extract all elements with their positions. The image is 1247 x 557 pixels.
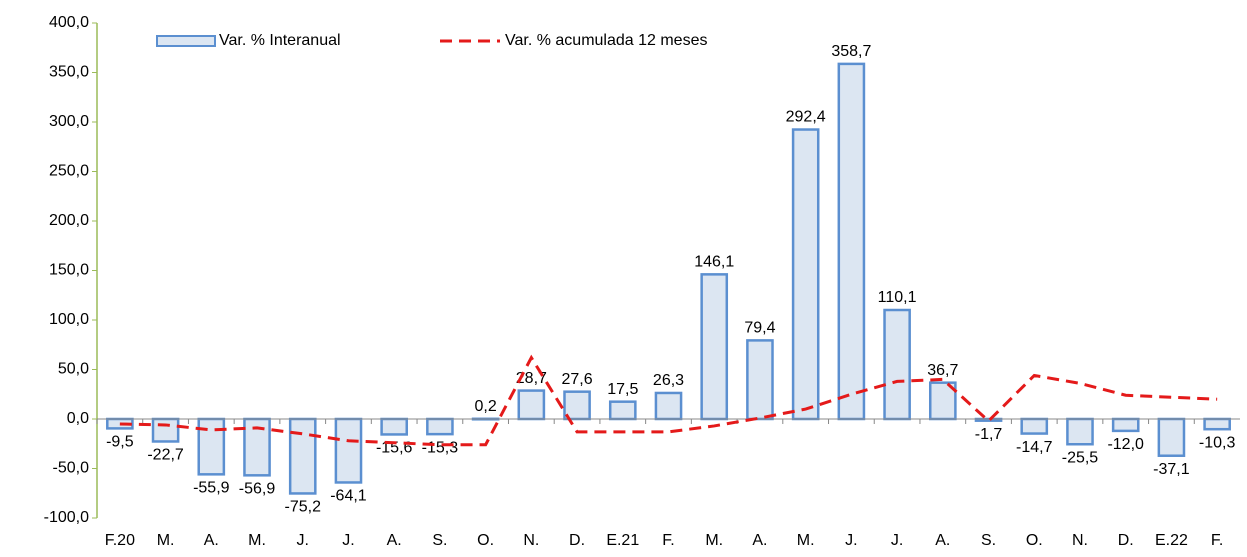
- legend-swatch: [156, 35, 216, 47]
- bar: [197, 417, 226, 476]
- value-label: -55,9: [193, 480, 230, 497]
- x-tick-label: E.21: [606, 532, 639, 549]
- x-tick-label: O.: [1026, 532, 1043, 549]
- bar: [151, 417, 180, 443]
- line: [119, 354, 1218, 447]
- value-label: -25,5: [1062, 449, 1099, 466]
- x-tick-label: J.: [891, 532, 903, 549]
- x-tick-label: S.: [432, 532, 447, 549]
- value-label: -9,5: [106, 434, 134, 451]
- value-label: -64,1: [330, 488, 367, 505]
- bar: [380, 417, 409, 436]
- bar: [288, 417, 317, 495]
- y-tick-label: 100,0: [49, 311, 89, 328]
- x-tick-label: J.: [297, 532, 309, 549]
- y-tick-label: 250,0: [49, 163, 89, 180]
- bar: [1020, 417, 1049, 435]
- value-label: -22,7: [147, 447, 184, 464]
- x-tick-label: A.: [387, 532, 402, 549]
- y-tick-label: 50,0: [58, 361, 89, 378]
- value-label: 26,3: [653, 372, 684, 389]
- value-label: 27,6: [561, 371, 592, 388]
- bar: [1157, 417, 1186, 457]
- value-label: 292,4: [786, 109, 826, 126]
- x-tick-label: M.: [797, 532, 815, 549]
- value-label: -10,3: [1199, 434, 1236, 451]
- x-tick-label: J.: [342, 532, 354, 549]
- bar: [517, 389, 546, 421]
- x-tick-label: F.20: [105, 532, 135, 549]
- value-label: -15,3: [422, 439, 459, 456]
- x-tick-label: O.: [477, 532, 494, 549]
- bar: [563, 390, 591, 421]
- value-label: -1,7: [975, 426, 1003, 443]
- y-tick-label: 400,0: [49, 14, 89, 31]
- y-tick-label: -50,0: [53, 460, 90, 477]
- x-tick-label: M.: [157, 532, 175, 549]
- x-tick-label: D.: [569, 532, 585, 549]
- value-label: 0,2: [474, 398, 496, 415]
- x-tick-label: N.: [1072, 532, 1088, 549]
- value-label: 110,1: [878, 289, 917, 306]
- bar: [1203, 417, 1231, 431]
- y-tick-label: 300,0: [49, 113, 89, 130]
- value-label: 358,7: [831, 43, 871, 60]
- legend-label: Var. % acumulada 12 meses: [505, 32, 707, 49]
- value-label: 36,7: [927, 362, 958, 379]
- bar: [1111, 417, 1140, 433]
- y-tick-label: 150,0: [49, 262, 89, 279]
- bar: [608, 400, 637, 421]
- y-tick-label: 0,0: [67, 410, 89, 427]
- bar: [791, 128, 820, 421]
- x-tick-label: M.: [248, 532, 266, 549]
- value-label: 17,5: [607, 381, 638, 398]
- bar: [746, 339, 774, 421]
- x-tick-label: A.: [752, 532, 767, 549]
- x-tick-label: N.: [523, 532, 539, 549]
- bar: [700, 273, 729, 421]
- value-label: -56,9: [239, 481, 276, 498]
- bar: [654, 391, 683, 421]
- value-label: 146,1: [694, 254, 734, 271]
- value-label: -75,2: [285, 499, 322, 516]
- value-label: -12,0: [1107, 436, 1144, 453]
- value-label: 79,4: [744, 320, 775, 337]
- legend-label: Var. % Interanual: [219, 32, 341, 49]
- y-tick-label: 350,0: [49, 64, 89, 81]
- y-tick-label: 200,0: [49, 212, 89, 229]
- y-tick-label: -100,0: [44, 509, 89, 526]
- bar: [1066, 417, 1094, 446]
- value-label: -15,6: [376, 440, 413, 457]
- x-tick-label: S.: [981, 532, 996, 549]
- x-tick-label: F.: [662, 532, 674, 549]
- bar: [426, 417, 454, 436]
- bar: [334, 417, 363, 484]
- x-tick-label: A.: [935, 532, 950, 549]
- x-tick-label: D.: [1118, 532, 1134, 549]
- x-tick-label: F.: [1211, 532, 1223, 549]
- bar: [837, 62, 866, 421]
- value-label: -37,1: [1153, 461, 1190, 478]
- x-tick-label: J.: [845, 532, 857, 549]
- bar: [883, 308, 911, 421]
- x-tick-label: A.: [204, 532, 219, 549]
- value-label: -14,7: [1016, 439, 1053, 456]
- x-tick-label: M.: [705, 532, 723, 549]
- x-tick-label: E.22: [1155, 532, 1188, 549]
